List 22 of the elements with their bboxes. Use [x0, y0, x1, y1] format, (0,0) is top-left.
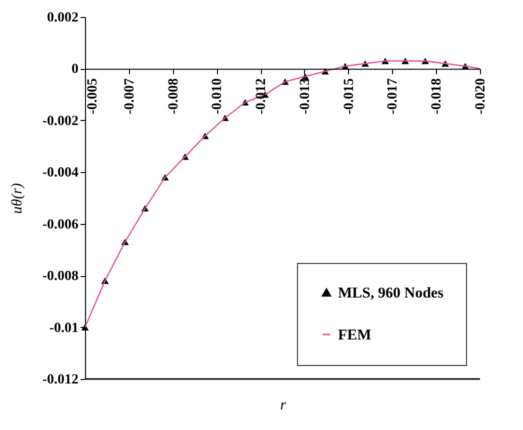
y-tick-label: -0.01	[49, 320, 78, 336]
x-axis-title: r	[280, 398, 286, 414]
y-tick-label: 0.002	[47, 10, 78, 26]
x-tick-label: -0.012	[254, 78, 270, 114]
x-tick-label: -0.020	[474, 78, 488, 114]
y-tick-label: -0.006	[42, 217, 78, 232]
x-tick-label: -0.005	[86, 78, 100, 114]
x-tick-label: -0.018	[430, 78, 445, 114]
legend-label: MLS, 960 Nodes	[338, 286, 444, 302]
y-tick-label: -0.008	[42, 269, 78, 284]
legend-label: FEM	[338, 328, 372, 344]
x-tick-label: -0.010	[210, 78, 226, 114]
x-tick-label: -0.015	[342, 78, 357, 114]
x-tick-label: -0.013	[298, 78, 313, 114]
x-tick-label: -0.007	[122, 78, 138, 114]
x-tick-label: -0.017	[386, 78, 401, 114]
y-tick-label: 0	[72, 62, 78, 78]
y-tick-label: -0.012	[42, 372, 78, 388]
y-axis-title: uθ(r)	[9, 183, 26, 214]
x-tick-label: -0.008	[166, 78, 182, 114]
y-tick-label: -0.002	[42, 114, 78, 129]
y-tick-label: -0.004	[42, 166, 78, 181]
